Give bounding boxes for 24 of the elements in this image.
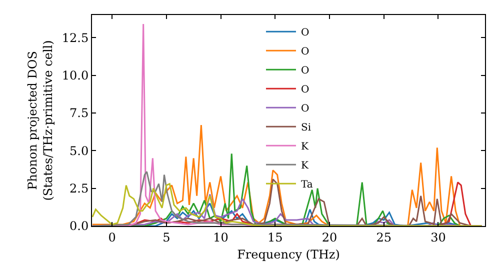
legend-label: O xyxy=(300,46,310,58)
legend-label: O xyxy=(300,84,310,96)
legend-label: O xyxy=(300,28,310,39)
x-tick-label: 10 xyxy=(213,230,228,244)
y-axis-title: Phonon projected DOS (States/THz·primitive cell) xyxy=(26,40,56,201)
legend-label: O xyxy=(300,66,310,77)
legend-label: K xyxy=(300,142,309,153)
y-tick-label: 10.0 xyxy=(62,68,89,82)
y-tick-label: 12.5 xyxy=(62,30,89,45)
legend-label: O xyxy=(300,104,310,115)
x-tick-label: 25 xyxy=(376,230,392,244)
legend-label: K xyxy=(300,160,309,172)
y-tick-label: 0.0 xyxy=(70,219,89,234)
x-tick-label: 0 xyxy=(108,230,116,244)
y-tick-label: 2.5 xyxy=(70,182,89,196)
y-tick-label: 7.5 xyxy=(70,106,89,120)
x-tick-label: 15 xyxy=(267,230,283,244)
legend-label: Si xyxy=(300,122,312,134)
x-axis-title: Frequency (THz) xyxy=(237,247,340,262)
x-tick-label: 20 xyxy=(322,230,338,244)
legend-label: Ta xyxy=(300,180,313,191)
x-tick-label: 5 xyxy=(162,230,170,244)
y-tick-label: 5.0 xyxy=(70,144,89,158)
x-tick-label: 30 xyxy=(430,230,446,244)
